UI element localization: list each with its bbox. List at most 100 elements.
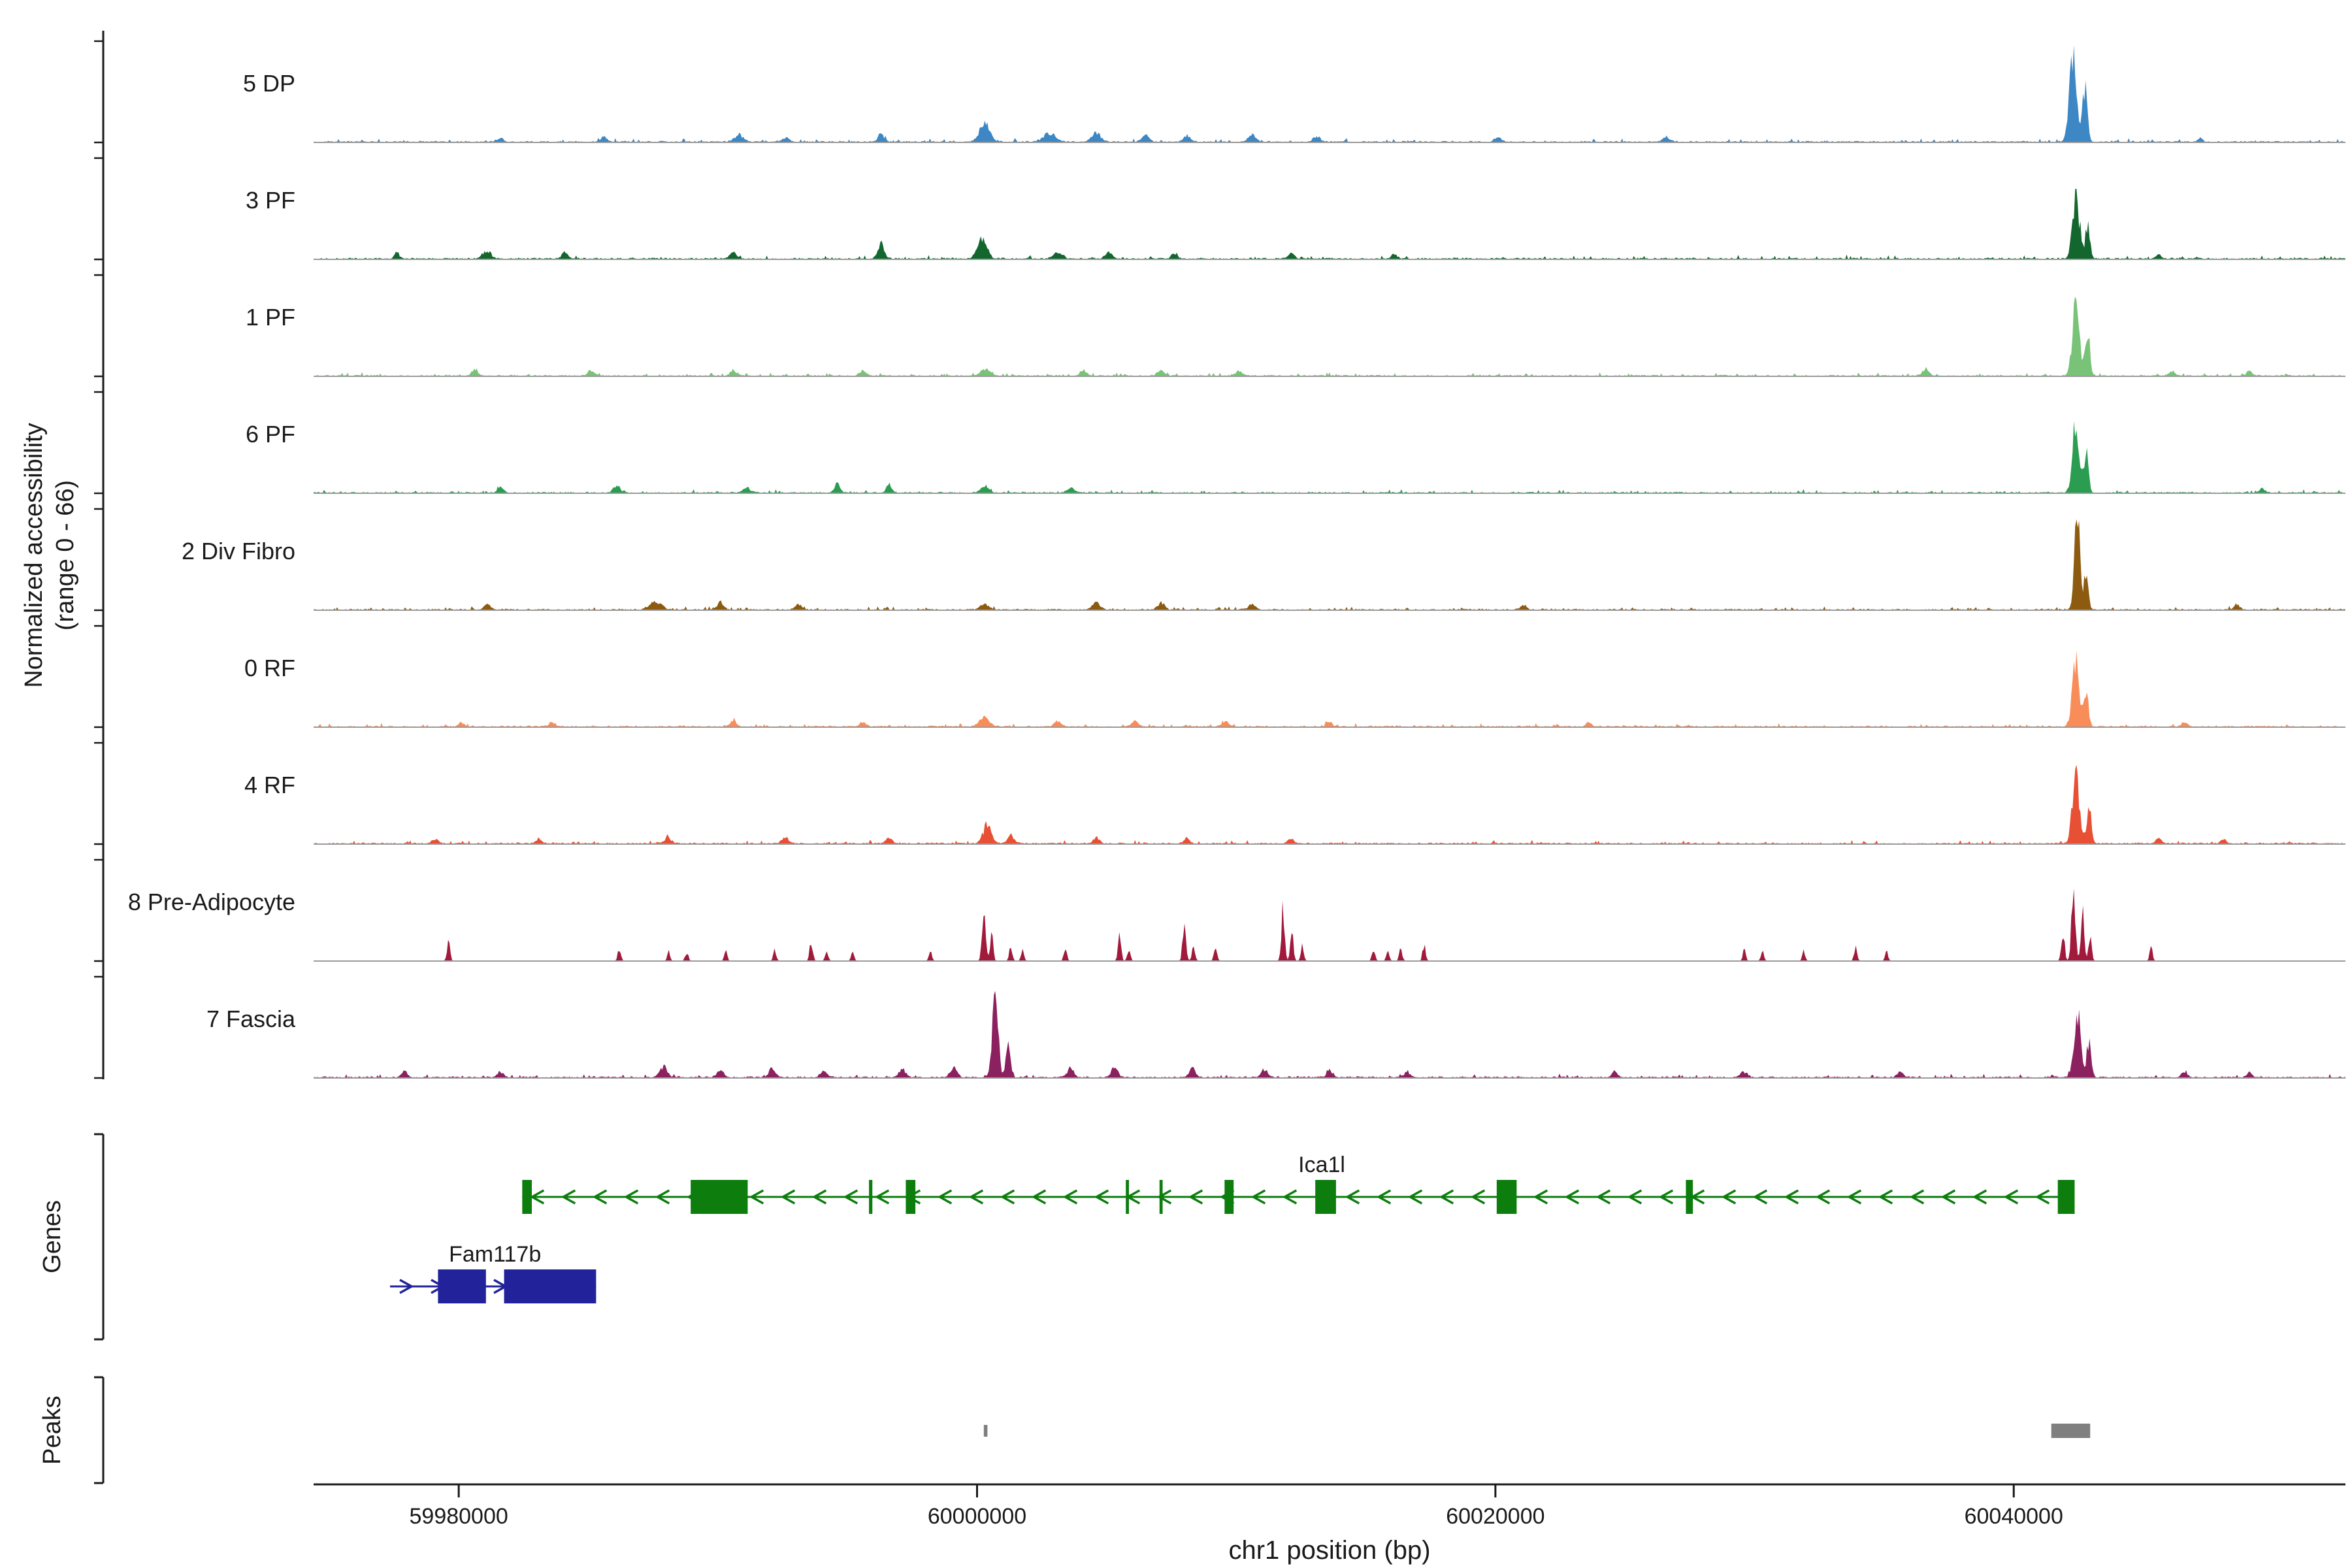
exon-block <box>1126 1180 1129 1214</box>
track-3-pf: 3 PF <box>246 187 2345 260</box>
exon-block <box>906 1180 916 1214</box>
signal-area <box>314 189 2345 259</box>
strand-arrow-icon <box>1846 1189 1862 1205</box>
strand-arrow-icon <box>1972 1189 1987 1205</box>
peaks-section: Peaks <box>39 1376 2091 1484</box>
track-7-fascia: 7 Fascia <box>206 990 2345 1079</box>
gene-fam117b: Fam117b <box>390 1242 596 1303</box>
strand-arrow-icon <box>1784 1189 1799 1205</box>
strand-arrow-icon <box>529 1189 545 1205</box>
x-axis-tick-label: 60000000 <box>928 1504 1026 1529</box>
track-8-pre-adipocyte: 8 Pre-Adipocyte <box>128 888 2345 962</box>
track-label: 7 Fascia <box>206 1005 296 1032</box>
strand-arrow-icon <box>1282 1189 1298 1205</box>
strand-arrow-icon <box>1062 1189 1078 1205</box>
signal-area <box>314 888 2345 961</box>
track-label: 4 RF <box>244 772 295 798</box>
track-label: 6 PF <box>246 421 295 448</box>
gene-label: Ica1l <box>1298 1152 1345 1177</box>
strand-arrow-icon <box>1878 1189 1893 1205</box>
track-0-rf: 0 RF <box>244 650 2345 728</box>
signal-area <box>314 296 2345 376</box>
strand-arrow-icon <box>1909 1189 1925 1205</box>
track-label: 2 Div Fibro <box>182 538 295 564</box>
track-1-pf: 1 PF <box>246 296 2345 377</box>
strand-arrow-icon <box>1031 1189 1047 1205</box>
signal-area <box>314 650 2345 727</box>
strand-arrow-icon <box>1470 1189 1486 1205</box>
strand-arrow-icon <box>843 1189 858 1205</box>
y-axis-title-line1: Normalized accessibility <box>20 423 48 687</box>
exon-block <box>1686 1180 1693 1214</box>
strand-arrow-icon <box>1564 1189 1580 1205</box>
exon-block <box>522 1180 532 1214</box>
track-2-div-fibro: 2 Div Fibro <box>182 519 2345 611</box>
strand-arrow-icon <box>874 1189 890 1205</box>
x-axis-ticks: 59980000 60000000 60020000 60040000 <box>410 1484 2063 1529</box>
strand-arrow-icon <box>1250 1189 1266 1205</box>
y-axis-title-line2: (range 0 - 66) <box>52 480 79 630</box>
x-axis: 59980000 60000000 60020000 60040000 chr1 po… <box>314 1483 2345 1565</box>
strand-arrow-icon <box>1752 1189 1768 1205</box>
strand-arrow-icon <box>1595 1189 1611 1205</box>
strand-arrow-icon <box>1533 1189 1548 1205</box>
strand-arrow-icon <box>1156 1189 1172 1205</box>
track-6-pf: 6 PF <box>246 421 2345 494</box>
signal-area <box>314 519 2345 610</box>
signal-area <box>314 764 2345 844</box>
strand-arrow-icon <box>655 1189 670 1205</box>
exon-block <box>869 1180 873 1214</box>
genes-section-label: Genes <box>39 1200 66 1273</box>
strand-arrow-icon <box>811 1189 827 1205</box>
gene-models: Ica1l Fam117b <box>390 1152 2075 1303</box>
strand-arrow-icon <box>2003 1189 2019 1205</box>
peaks-section-label: Peaks <box>39 1396 66 1465</box>
x-axis-tick-label: 60020000 <box>1446 1504 1544 1529</box>
signal-area <box>314 44 2345 142</box>
strand-arrow-icon <box>1000 1189 1015 1205</box>
peak-intervals <box>983 1424 2091 1438</box>
track-5-dp: 5 DP <box>243 44 2345 143</box>
strand-arrow-icon <box>399 1279 414 1294</box>
exon-block <box>1159 1180 1163 1214</box>
strand-arrow-icon <box>937 1189 953 1205</box>
peak-interval <box>2051 1424 2091 1438</box>
gene-ica1l: Ica1l <box>522 1152 2075 1214</box>
strand-arrow-icon <box>1627 1189 1642 1205</box>
track-label: 3 PF <box>246 187 295 214</box>
exon-block <box>691 1180 748 1214</box>
strand-arrow-icon <box>623 1189 639 1205</box>
exon-block <box>1315 1180 1336 1214</box>
strand-arrow-icon <box>1407 1189 1423 1205</box>
strand-arrow-icon <box>1188 1189 1203 1205</box>
strand-arrow-icon <box>1094 1189 1109 1205</box>
exon-block <box>504 1269 596 1303</box>
strand-arrow-icon <box>1345 1189 1360 1205</box>
accessibility-axis: Normalized accessibility (range 0 - 66) <box>20 31 105 1079</box>
strand-arrow-icon <box>561 1189 576 1205</box>
signal-area <box>314 990 2345 1078</box>
x-axis-tick-label: 59980000 <box>410 1504 508 1529</box>
gene-label: Fam117b <box>449 1242 541 1267</box>
track-label: 5 DP <box>243 70 295 97</box>
strand-arrow-icon <box>1439 1189 1454 1205</box>
exon-block <box>1224 1180 1234 1214</box>
x-axis-tick-label: 60040000 <box>1965 1504 2063 1529</box>
strand-arrow-icon <box>780 1189 796 1205</box>
track-label: 1 PF <box>246 304 295 331</box>
genes-section: Genes Ica1l Fam117b <box>39 1133 2075 1341</box>
y-axis-ticks <box>94 40 103 1079</box>
strand-arrow-icon <box>1721 1189 1737 1205</box>
exon-block <box>1496 1180 1517 1214</box>
strand-arrow-icon <box>592 1189 608 1205</box>
strand-arrow-icon <box>1658 1189 1674 1205</box>
strand-arrow-icon <box>1376 1189 1392 1205</box>
strand-arrow-icon <box>2034 1189 2050 1205</box>
track-label: 8 Pre-Adipocyte <box>128 889 295 915</box>
exon-block <box>2057 1180 2075 1214</box>
strand-arrow-icon <box>749 1189 764 1205</box>
x-axis-title: chr1 position (bp) <box>1228 1536 1430 1565</box>
peak-interval <box>983 1425 988 1437</box>
track-label: 0 RF <box>244 655 295 681</box>
